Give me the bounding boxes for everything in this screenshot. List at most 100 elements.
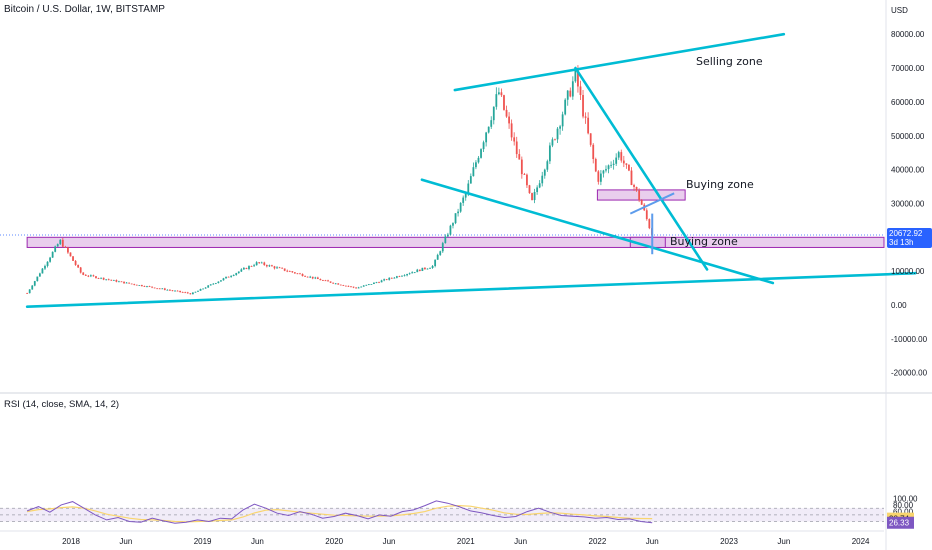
- candle-body: [232, 274, 235, 276]
- candle-body: [304, 276, 306, 277]
- candle-body: [640, 200, 643, 205]
- candle-body: [332, 282, 335, 284]
- candle-body: [222, 278, 225, 281]
- candle-body: [199, 288, 202, 291]
- candle-body: [161, 288, 164, 290]
- time-tick-label: 2019: [194, 537, 212, 546]
- candle-body: [462, 197, 465, 203]
- candle-body: [515, 141, 518, 155]
- trendline: [25, 271, 917, 308]
- candle-body: [388, 277, 391, 280]
- candle-body: [477, 157, 480, 163]
- candle-body: [95, 276, 97, 279]
- candle-body: [469, 176, 472, 184]
- candle-body: [125, 282, 128, 284]
- candle-body: [59, 239, 62, 245]
- candle-body: [395, 276, 398, 278]
- candle-body: [69, 252, 72, 257]
- candle-body: [365, 284, 368, 286]
- candle-body: [577, 68, 579, 87]
- candle-body: [390, 277, 393, 279]
- candle-body: [475, 162, 477, 168]
- candle-body: [143, 286, 146, 287]
- candle-body: [44, 265, 46, 269]
- candle-body: [362, 285, 365, 287]
- candle-body: [271, 265, 273, 267]
- candle-body: [648, 219, 651, 229]
- candle-body: [87, 275, 90, 277]
- candle-body: [541, 175, 544, 184]
- candle-body: [503, 95, 505, 110]
- price-tick-label: -10000.00: [891, 335, 928, 344]
- candle-body: [482, 142, 485, 150]
- candle-body: [214, 283, 217, 284]
- candle-body: [118, 281, 120, 283]
- candle-body: [301, 273, 304, 277]
- time-tick-label: 2018: [62, 537, 80, 546]
- candle-body: [571, 81, 574, 97]
- candle-body: [360, 286, 363, 288]
- candle-body: [135, 284, 138, 286]
- candle-body: [194, 291, 197, 293]
- candle-body: [31, 285, 34, 290]
- candle-body: [202, 288, 204, 290]
- candle-body: [227, 276, 230, 278]
- buying-zone-box: [26, 236, 885, 248]
- candle-body: [89, 275, 92, 277]
- candle-body: [605, 169, 607, 171]
- candle-body: [61, 239, 64, 247]
- candle-body: [538, 183, 541, 188]
- candle-body: [102, 277, 105, 280]
- candle-body: [339, 284, 342, 286]
- candle-body: [551, 139, 554, 146]
- candle-body: [373, 282, 375, 285]
- candle-body: [579, 86, 582, 96]
- candle-body: [592, 144, 595, 160]
- candle-body: [449, 225, 452, 235]
- candle-body: [620, 152, 623, 161]
- rsi-indicator-title[interactable]: RSI (14, close, SMA, 14, 2): [4, 399, 120, 410]
- candle-body: [163, 288, 166, 290]
- candle-body: [33, 281, 36, 286]
- candle-body: [314, 277, 317, 279]
- price-tick-label: 40000.00: [891, 166, 925, 175]
- price-tick-label: -20000.00: [891, 369, 928, 378]
- candle-body: [56, 244, 59, 247]
- candle-body: [327, 280, 329, 282]
- time-tick-label: Jun: [514, 537, 527, 546]
- candle-body: [393, 277, 396, 279]
- candle-body: [548, 145, 551, 162]
- candle-body: [383, 279, 386, 281]
- candle-body: [204, 287, 207, 289]
- candle-body: [220, 280, 222, 282]
- candle-body: [77, 264, 80, 268]
- candle-body: [385, 279, 388, 281]
- candle-body: [245, 267, 248, 269]
- selling-zone-label: Selling zone: [696, 55, 763, 68]
- candle-body: [64, 246, 67, 248]
- candle-body: [401, 275, 403, 277]
- candle-body: [347, 285, 350, 287]
- candle-body: [38, 273, 41, 277]
- buying-zone-box: [596, 189, 686, 201]
- candle-body: [174, 290, 176, 292]
- candle-body: [151, 286, 153, 288]
- rsi-badge-value: 26.33: [889, 519, 910, 528]
- candle-body: [337, 283, 340, 285]
- candle-body: [291, 271, 294, 273]
- candle-body: [28, 289, 31, 294]
- symbol-title[interactable]: Bitcoin / U.S. Dollar, 1W, BITSTAMP: [4, 4, 165, 15]
- candle-body: [505, 109, 508, 117]
- candle-body: [582, 95, 584, 117]
- candle-body: [367, 284, 370, 285]
- candle-body: [612, 163, 615, 165]
- candle-body: [181, 292, 184, 293]
- candle-body: [67, 247, 69, 253]
- candle-body: [281, 267, 284, 269]
- time-tick-label: 2023: [720, 537, 738, 546]
- candle-body: [495, 94, 498, 107]
- candle-body: [454, 213, 457, 224]
- candle-body: [153, 287, 156, 289]
- candle-body: [156, 288, 159, 290]
